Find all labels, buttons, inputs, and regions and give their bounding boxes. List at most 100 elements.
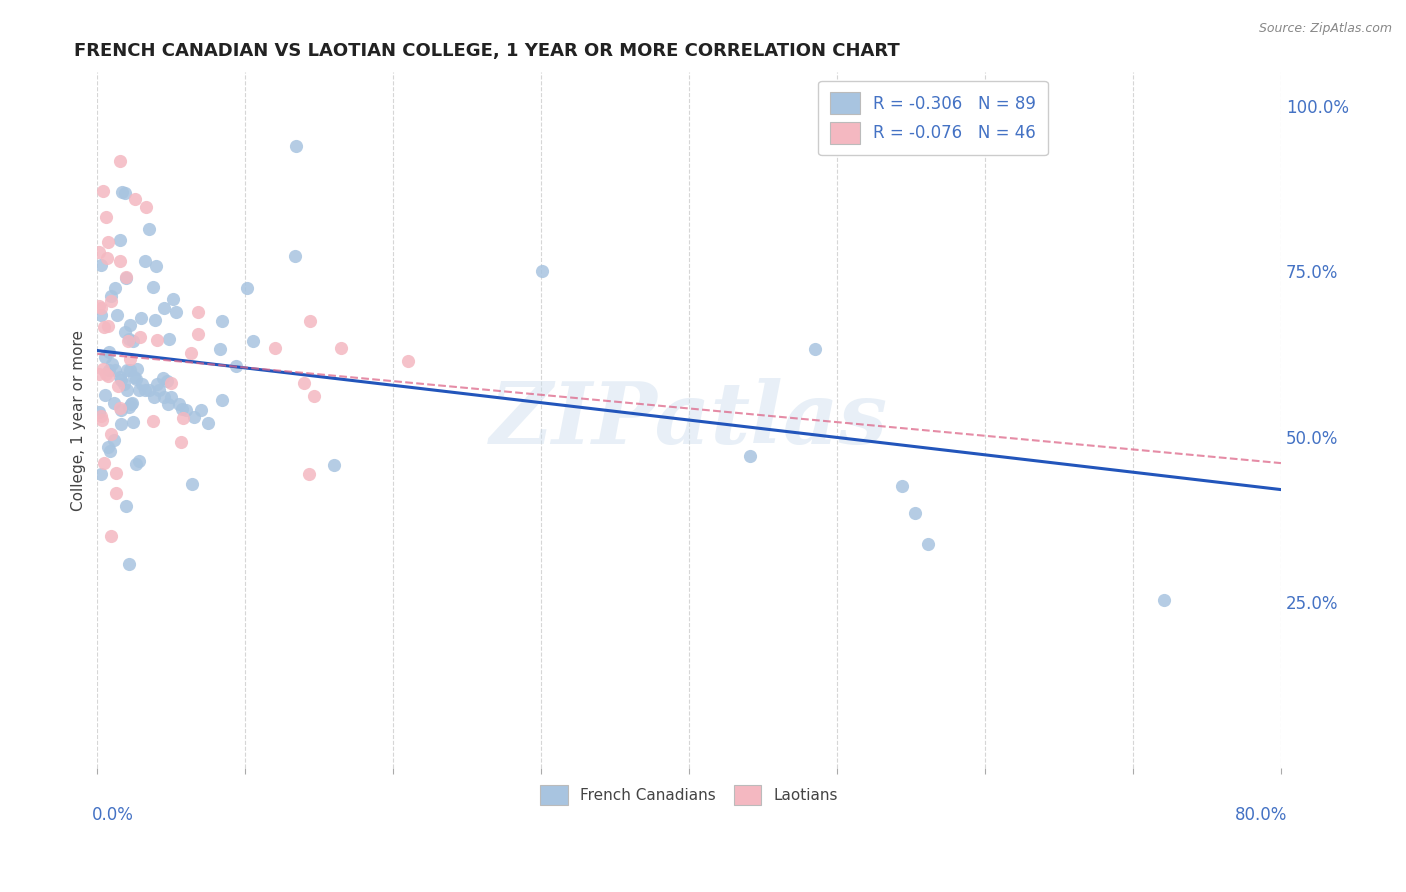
- Point: [153, 301, 176, 316]
- Point: [180, 476, 202, 491]
- Point: [118, 363, 141, 377]
- Point: [292, 376, 315, 390]
- Point: [153, 390, 176, 404]
- Point: [131, 310, 153, 325]
- Legend: French Canadians, Laotians: French Canadians, Laotians: [530, 774, 849, 815]
- Point: [157, 396, 180, 410]
- Point: [104, 363, 127, 377]
- Point: [115, 383, 138, 397]
- Point: [162, 292, 184, 306]
- Point: [1153, 593, 1175, 607]
- Point: [138, 222, 160, 236]
- Point: [87, 244, 110, 259]
- Point: [145, 334, 167, 348]
- Point: [96, 251, 118, 265]
- Point: [94, 350, 117, 364]
- Point: [114, 325, 136, 339]
- Point: [131, 376, 153, 391]
- Point: [128, 329, 150, 343]
- Point: [304, 389, 326, 403]
- Point: [156, 374, 179, 388]
- Point: [174, 403, 197, 417]
- Point: [180, 346, 202, 360]
- Point: [87, 367, 110, 381]
- Text: ZIPatlas: ZIPatlas: [491, 378, 889, 462]
- Point: [145, 259, 167, 273]
- Point: [396, 354, 419, 368]
- Point: [190, 403, 212, 417]
- Point: [97, 235, 120, 249]
- Point: [97, 440, 120, 454]
- Point: [91, 362, 114, 376]
- Point: [115, 363, 138, 377]
- Point: [111, 185, 134, 199]
- Point: [97, 369, 120, 384]
- Point: [142, 279, 165, 293]
- Point: [891, 479, 914, 493]
- Point: [531, 264, 554, 278]
- Point: [108, 233, 131, 247]
- Point: [108, 370, 131, 384]
- Point: [183, 409, 205, 424]
- Point: [172, 411, 194, 425]
- Point: [90, 467, 112, 481]
- Point: [112, 376, 135, 391]
- Point: [120, 397, 142, 411]
- Point: [128, 384, 150, 398]
- Point: [115, 270, 138, 285]
- Point: [100, 289, 122, 303]
- Point: [117, 334, 139, 348]
- Point: [98, 443, 121, 458]
- Point: [103, 434, 125, 448]
- Point: [105, 466, 128, 480]
- Point: [101, 357, 124, 371]
- Point: [264, 341, 287, 355]
- Point: [90, 301, 112, 315]
- Point: [93, 320, 115, 334]
- Point: [110, 402, 132, 417]
- Point: [157, 333, 180, 347]
- Point: [98, 345, 121, 359]
- Point: [108, 154, 131, 169]
- Point: [148, 384, 170, 398]
- Point: [107, 379, 129, 393]
- Point: [100, 427, 122, 442]
- Point: [208, 342, 231, 356]
- Y-axis label: College, 1 year or more: College, 1 year or more: [72, 329, 86, 510]
- Point: [90, 409, 112, 424]
- Point: [122, 415, 145, 429]
- Point: [105, 308, 128, 322]
- Point: [197, 417, 219, 431]
- Point: [242, 334, 264, 349]
- Point: [285, 139, 308, 153]
- Point: [225, 359, 247, 374]
- Point: [98, 363, 121, 377]
- Text: Source: ZipAtlas.com: Source: ZipAtlas.com: [1258, 22, 1392, 36]
- Point: [127, 362, 149, 376]
- Point: [165, 305, 187, 319]
- Point: [160, 376, 183, 391]
- Point: [100, 529, 122, 543]
- Text: 0.0%: 0.0%: [91, 806, 134, 824]
- Point: [167, 396, 190, 410]
- Point: [124, 192, 146, 206]
- Point: [90, 258, 112, 272]
- Point: [170, 435, 193, 450]
- Point: [104, 486, 127, 500]
- Point: [125, 457, 148, 471]
- Point: [87, 299, 110, 313]
- Point: [330, 341, 353, 355]
- Point: [118, 318, 141, 333]
- Point: [135, 200, 157, 214]
- Point: [142, 414, 165, 428]
- Point: [114, 270, 136, 285]
- Point: [170, 401, 193, 416]
- Point: [115, 500, 138, 514]
- Point: [117, 332, 139, 346]
- Point: [297, 467, 319, 482]
- Point: [738, 449, 761, 463]
- Point: [97, 319, 120, 334]
- Point: [121, 396, 143, 410]
- Point: [118, 351, 141, 366]
- Point: [96, 210, 118, 224]
